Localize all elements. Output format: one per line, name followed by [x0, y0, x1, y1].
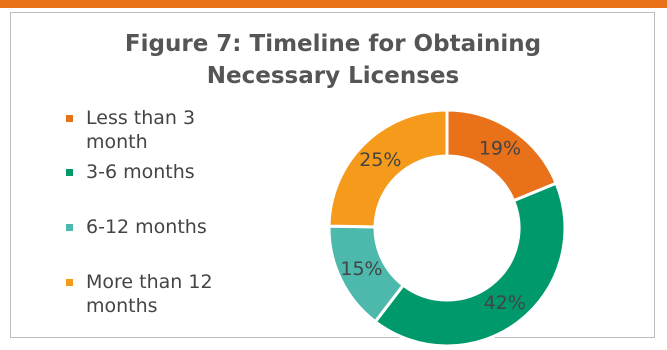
legend-item: 3-6 months	[66, 160, 236, 184]
data-label: 15%	[340, 258, 382, 280]
legend-item: More than 12 months	[66, 270, 236, 318]
legend-label: More than 12 months	[86, 271, 213, 317]
legend-label: 3-6 months	[86, 161, 195, 183]
legend-label: Less than 3 month	[86, 107, 196, 153]
donut-slice	[327, 108, 449, 229]
data-label: 25%	[359, 149, 401, 171]
chart-title: Figure 7: Timeline for Obtaining Necessa…	[124, 31, 542, 89]
legend-swatch	[66, 279, 73, 286]
legend-swatch	[66, 224, 73, 231]
donut-slice	[373, 181, 567, 348]
legend-swatch	[66, 115, 73, 122]
data-label: 42%	[484, 292, 526, 314]
legend-swatch	[66, 169, 73, 176]
data-label: 19%	[479, 138, 521, 160]
legend-item: 6-12 months	[66, 215, 236, 239]
legend-label: 6-12 months	[86, 216, 207, 238]
legend-item: Less than 3 month	[66, 106, 236, 154]
top-bar	[0, 0, 667, 8]
chart-frame	[10, 12, 655, 338]
